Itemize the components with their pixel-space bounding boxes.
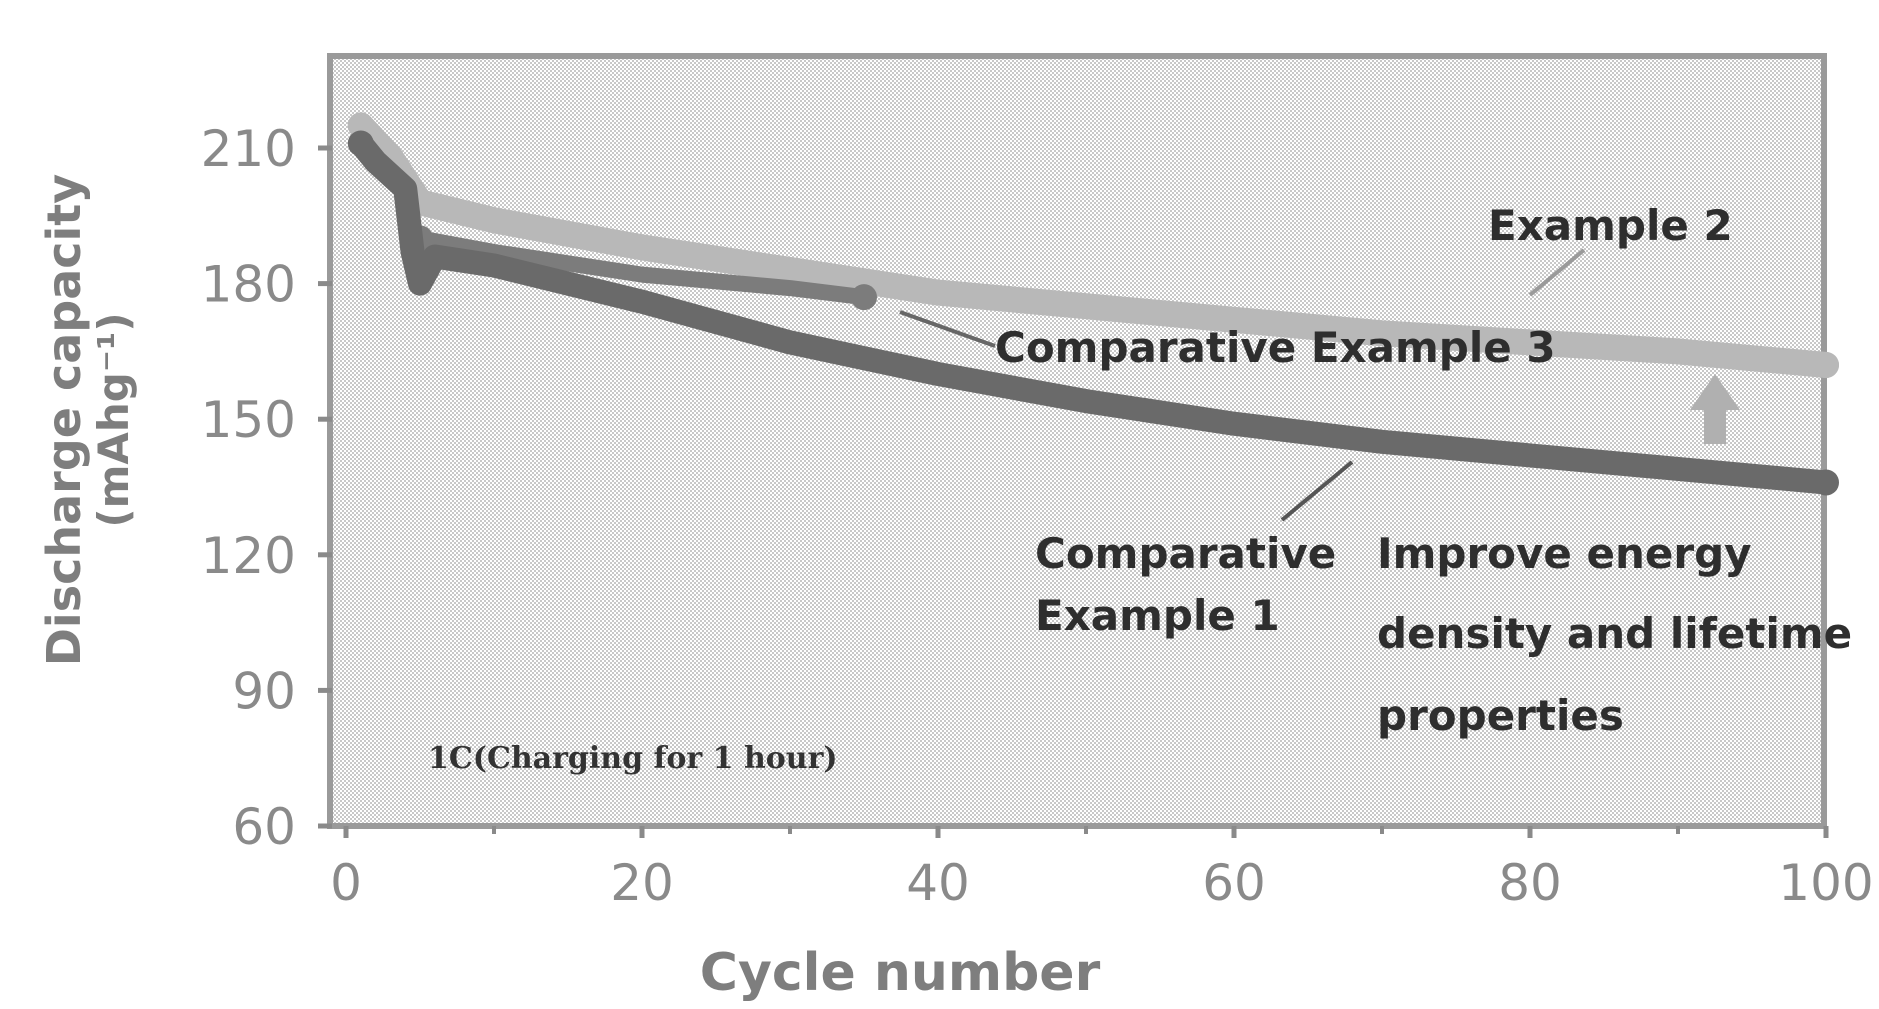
series-start-point: [347, 112, 374, 139]
x-tick-label: 60: [1202, 854, 1266, 912]
improve-label-line3: properties: [1377, 691, 1624, 740]
series-end-point: [851, 284, 877, 311]
y-axis-title-line2: (mAhg⁻¹): [89, 312, 138, 527]
y-tick-label: 60: [232, 798, 296, 856]
x-tick-label: 0: [330, 854, 362, 912]
series-end-point: [1813, 351, 1839, 378]
comp3-leader-line: [899, 310, 996, 348]
y-axis-title: Discharge capacity (mAhg⁻¹): [37, 174, 138, 667]
y-axis-title-line1: Discharge capacity: [37, 174, 91, 667]
series-end-point: [1813, 469, 1839, 496]
series-line-comparative-example-3: [412, 230, 872, 306]
comp1-label-line1: Comparative: [1035, 529, 1336, 578]
series-line-comparative-example-1: [348, 131, 1838, 495]
x-tick-label: 80: [1498, 854, 1562, 912]
y-tick-label: 90: [232, 662, 296, 720]
improve-label-line2: density and lifetime: [1377, 609, 1852, 658]
improvement-arrow-icon: [1690, 374, 1740, 444]
comp1-leader-line: [1280, 460, 1354, 522]
x-axis-ticks: 0 20 40 60 80 100: [330, 826, 1874, 912]
plot-frame: [327, 53, 1827, 829]
y-tick-label: 180: [201, 256, 296, 314]
example2-label: Example 2: [1488, 201, 1733, 250]
improve-label-line1: Improve energy: [1377, 529, 1752, 578]
x-tick-label: 40: [906, 854, 970, 912]
comp3-label: Comparative Example 3: [995, 323, 1556, 372]
series-start-point: [347, 130, 374, 157]
y-tick-label: 120: [201, 527, 296, 585]
example2-leader-line: [1528, 248, 1586, 297]
series-layer: [347, 112, 1839, 496]
x-axis-title: Cycle number: [700, 943, 1101, 1003]
y-tick-label: 150: [201, 391, 296, 449]
y-tick-label: 210: [201, 120, 296, 178]
x-tick-label: 20: [610, 854, 674, 912]
series-line-example-2: [347, 112, 1839, 378]
y-axis-ticks: 60 90 120 150 180 210: [201, 120, 332, 856]
charging-condition-note: 1C(Charging for 1 hour): [428, 741, 838, 776]
x-tick-label: 100: [1778, 854, 1873, 912]
comp1-label-line2: Example 1: [1035, 591, 1280, 640]
